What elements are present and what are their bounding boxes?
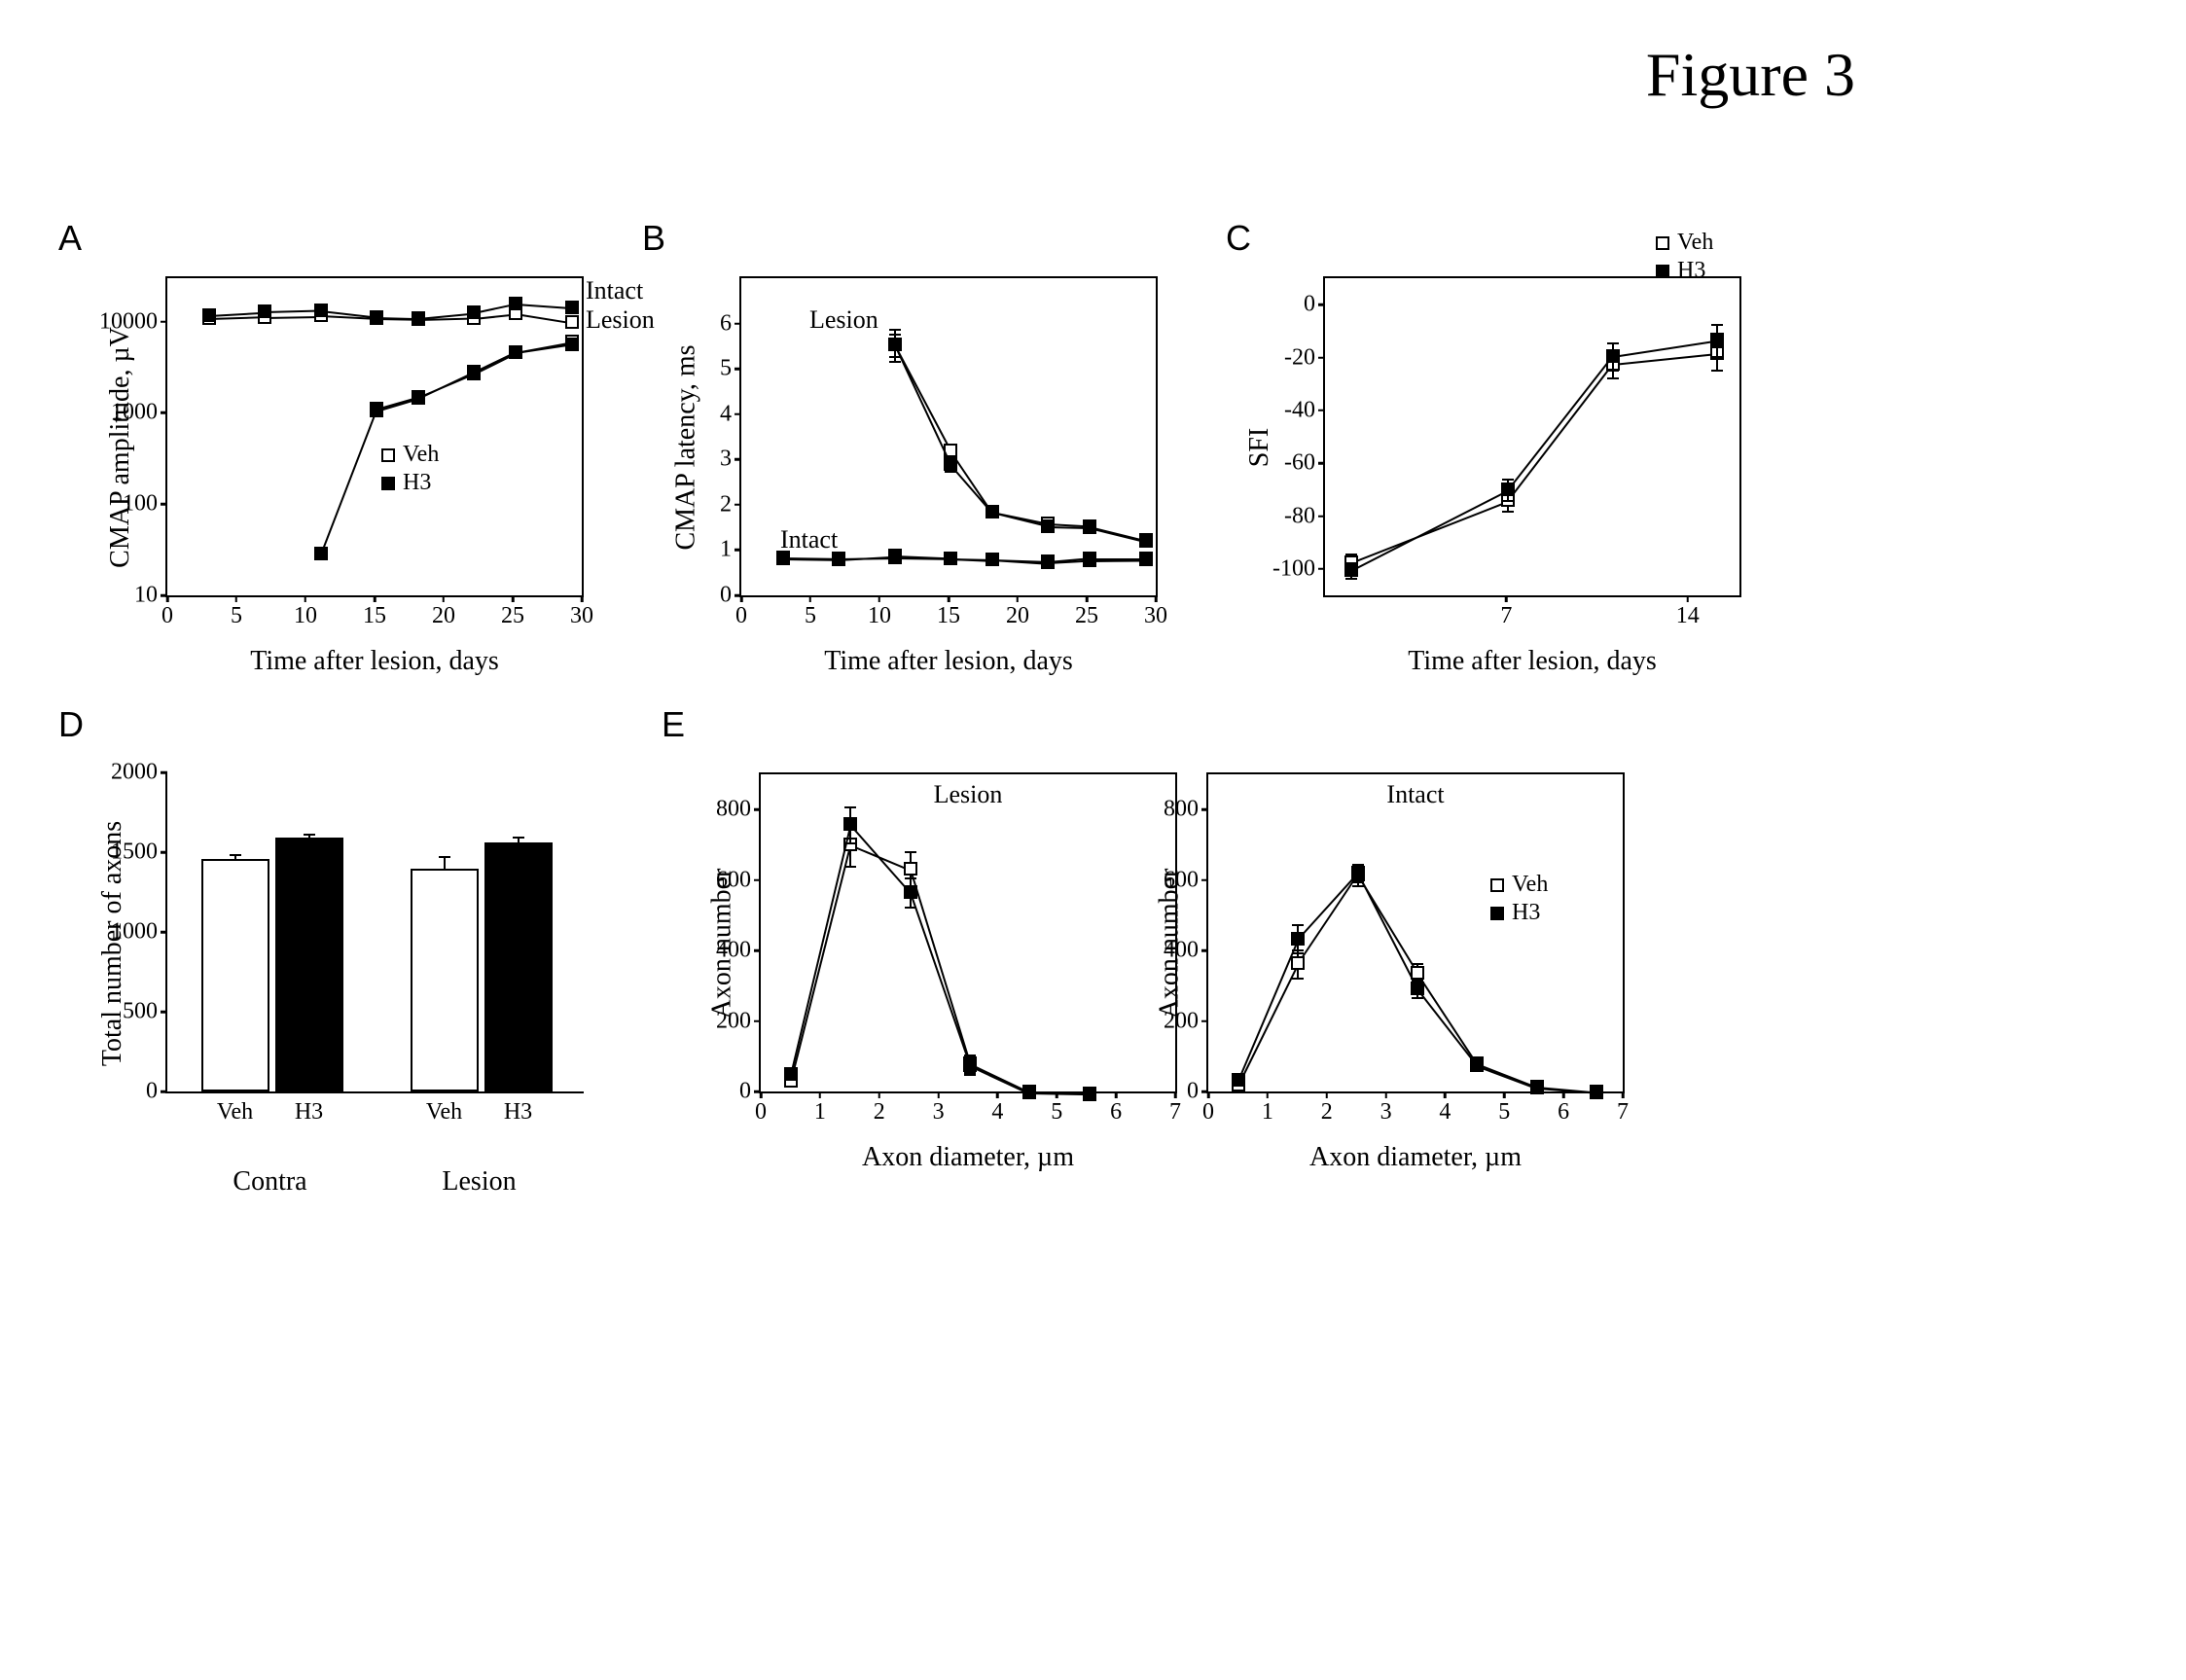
panel-C-label: C xyxy=(1226,218,1251,259)
legend-swatch-veh-icon xyxy=(1490,878,1504,892)
title-E-lesion: Lesion xyxy=(934,780,1003,809)
ylabel-E1: Axon number xyxy=(1154,869,1185,1019)
plot-E-lesion: Lesion 012345670200400600800 xyxy=(759,772,1177,1093)
bar xyxy=(411,869,479,1091)
legend-E: Veh H3 xyxy=(1490,872,1548,928)
legend-swatch-veh-icon xyxy=(381,448,395,462)
plot-D: 0500100015002000VehH3VehH3 xyxy=(165,772,584,1093)
legend-A-h3: H3 xyxy=(403,470,431,496)
ylabel-D: Total number of axons xyxy=(97,821,128,1066)
ylabel-C: SFI xyxy=(1244,428,1275,467)
xlabel-E0: Axon diameter, µm xyxy=(862,1142,1074,1173)
plot-E-intact: Intact Veh H3 012345670200400600800 xyxy=(1206,772,1625,1093)
legend-E-veh: Veh xyxy=(1512,872,1548,898)
legend-C-h3: H3 xyxy=(1677,258,1705,284)
legend-swatch-h3-icon xyxy=(381,477,395,490)
bar xyxy=(201,859,269,1091)
xlabel-E1: Axon diameter, µm xyxy=(1309,1142,1522,1173)
legend-A: Veh H3 xyxy=(381,442,439,498)
panel-A-label: A xyxy=(58,218,82,259)
annot-A-intact: Intact xyxy=(582,276,643,305)
panel-A: A Intact Lesion Veh H3 05101520253010100… xyxy=(58,228,603,597)
panel-B: B Lesion Intact 0510152025300123456 CMAP… xyxy=(642,228,1187,597)
legend-C-veh: Veh xyxy=(1677,230,1713,256)
plot-A: Intact Lesion Veh H3 0510152025301010010… xyxy=(165,276,584,597)
legend-swatch-h3-icon xyxy=(1656,265,1669,278)
title-E-intact: Intact xyxy=(1386,780,1444,809)
annot-B-lesion: Lesion xyxy=(809,305,878,335)
xlabel-C: Time after lesion, days xyxy=(1408,646,1657,677)
panel-E: E Lesion 012345670200400600800 Axon numb… xyxy=(662,714,1732,1093)
legend-A-veh: Veh xyxy=(403,442,439,468)
panel-E-label: E xyxy=(662,704,685,745)
xlabel-A: Time after lesion, days xyxy=(250,646,499,677)
panel-C: C Veh H3 -100-80-60-40-200714 SFI Time a… xyxy=(1226,228,1771,597)
group-label: Contra xyxy=(233,1166,306,1197)
legend-swatch-h3-icon xyxy=(1490,907,1504,920)
plot-B: Lesion Intact 0510152025300123456 xyxy=(739,276,1158,597)
panel-D: D 0500100015002000VehH3VehH3 Total numbe… xyxy=(58,714,603,1093)
legend-C: Veh H3 xyxy=(1656,230,1713,286)
bar xyxy=(275,838,343,1091)
ylabel-E0: Axon number xyxy=(706,869,737,1019)
plot-C: Veh H3 -100-80-60-40-200714 xyxy=(1323,276,1741,597)
bar xyxy=(484,842,553,1091)
panel-D-label: D xyxy=(58,704,84,745)
legend-swatch-veh-icon xyxy=(1656,236,1669,250)
row-1: A Intact Lesion Veh H3 05101520253010100… xyxy=(58,228,2128,597)
panel-B-label: B xyxy=(642,218,665,259)
ylabel-A: CMAP amplitude, µV xyxy=(105,327,136,568)
legend-E-h3: H3 xyxy=(1512,900,1540,926)
row-2: D 0500100015002000VehH3VehH3 Total numbe… xyxy=(58,714,2128,1093)
group-label: Lesion xyxy=(442,1166,516,1197)
figure-title: Figure 3 xyxy=(58,39,2128,111)
ylabel-B: CMAP latency, ms xyxy=(671,344,702,550)
xlabel-B: Time after lesion, days xyxy=(824,646,1073,677)
